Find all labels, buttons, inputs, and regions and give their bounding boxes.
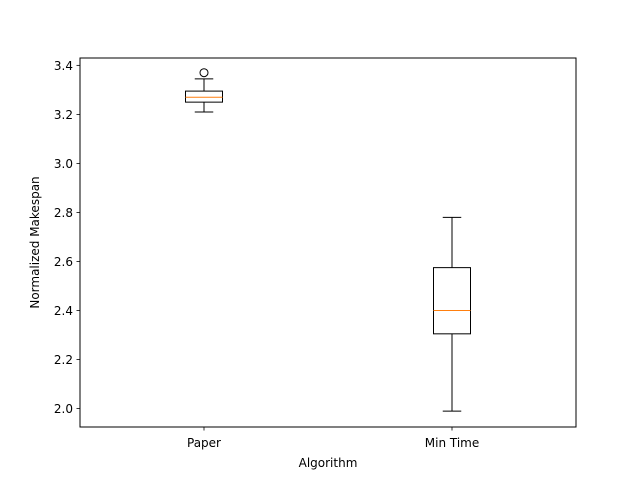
- x-axis: Paper Min Time: [187, 427, 479, 450]
- y-axis: 2.0 2.2 2.4 2.6 2.8 3.0 3.2 3.4: [54, 59, 80, 416]
- x-axis-label: Algorithm: [299, 456, 358, 470]
- box-iqr: [185, 90, 223, 103]
- y-tick-label: 2.4: [54, 304, 73, 318]
- outlier-point: [199, 68, 209, 78]
- boxes-group: [185, 68, 471, 412]
- y-tick-label: 3.4: [54, 59, 73, 73]
- y-tick-label: 2.2: [54, 353, 73, 367]
- y-tick-label: 3.2: [54, 108, 73, 122]
- x-tick-label: Min Time: [425, 436, 479, 450]
- y-tick-label: 2.8: [54, 206, 73, 220]
- x-tick-label: Paper: [187, 436, 221, 450]
- box-iqr: [433, 267, 471, 335]
- y-tick-label: 3.0: [54, 157, 73, 171]
- y-tick-label: 2.6: [54, 255, 73, 269]
- y-axis-label: Normalized Makespan: [28, 176, 42, 308]
- plot-frame: [79, 57, 577, 428]
- y-tick-label: 2.0: [54, 402, 73, 416]
